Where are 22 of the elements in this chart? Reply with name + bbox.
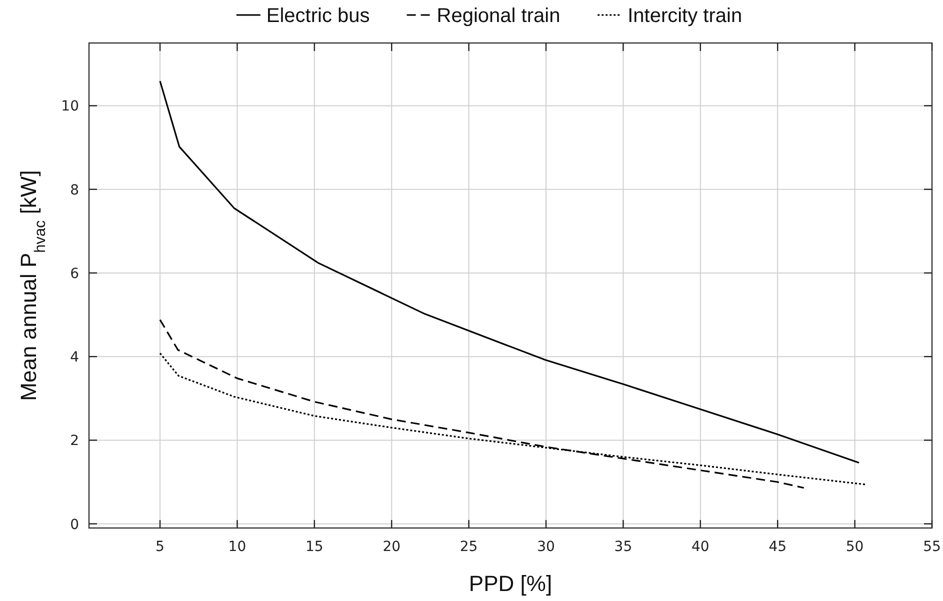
- x-tick-label: 15: [306, 539, 324, 555]
- y-tick-label: 10: [61, 98, 79, 115]
- x-tick-label: 45: [768, 539, 787, 555]
- legend-label: Intercity train: [628, 5, 742, 27]
- x-tick-label: 55: [923, 539, 941, 555]
- y-tick-label: 6: [70, 266, 80, 282]
- x-tick-label: 40: [691, 539, 710, 555]
- x-tick-label: 35: [614, 539, 632, 555]
- y-tick-label: 8: [70, 182, 79, 198]
- x-axis-title: PPD [%]: [468, 571, 552, 596]
- x-tick-label: 5: [156, 539, 164, 555]
- y-tick-label: 4: [70, 350, 80, 366]
- legend-label: Electric bus: [266, 5, 370, 27]
- x-tick-label: 50: [846, 539, 864, 555]
- legend-label: Regional train: [436, 5, 560, 27]
- x-tick-label: 30: [537, 539, 555, 555]
- x-tick-label: 10: [228, 539, 246, 555]
- x-tick-label: 25: [460, 539, 478, 555]
- line-series: [159, 80, 860, 464]
- x-tick-label: 20: [382, 539, 401, 555]
- y-tick-label: 0: [70, 516, 79, 533]
- y-tick-label: 2: [70, 433, 79, 450]
